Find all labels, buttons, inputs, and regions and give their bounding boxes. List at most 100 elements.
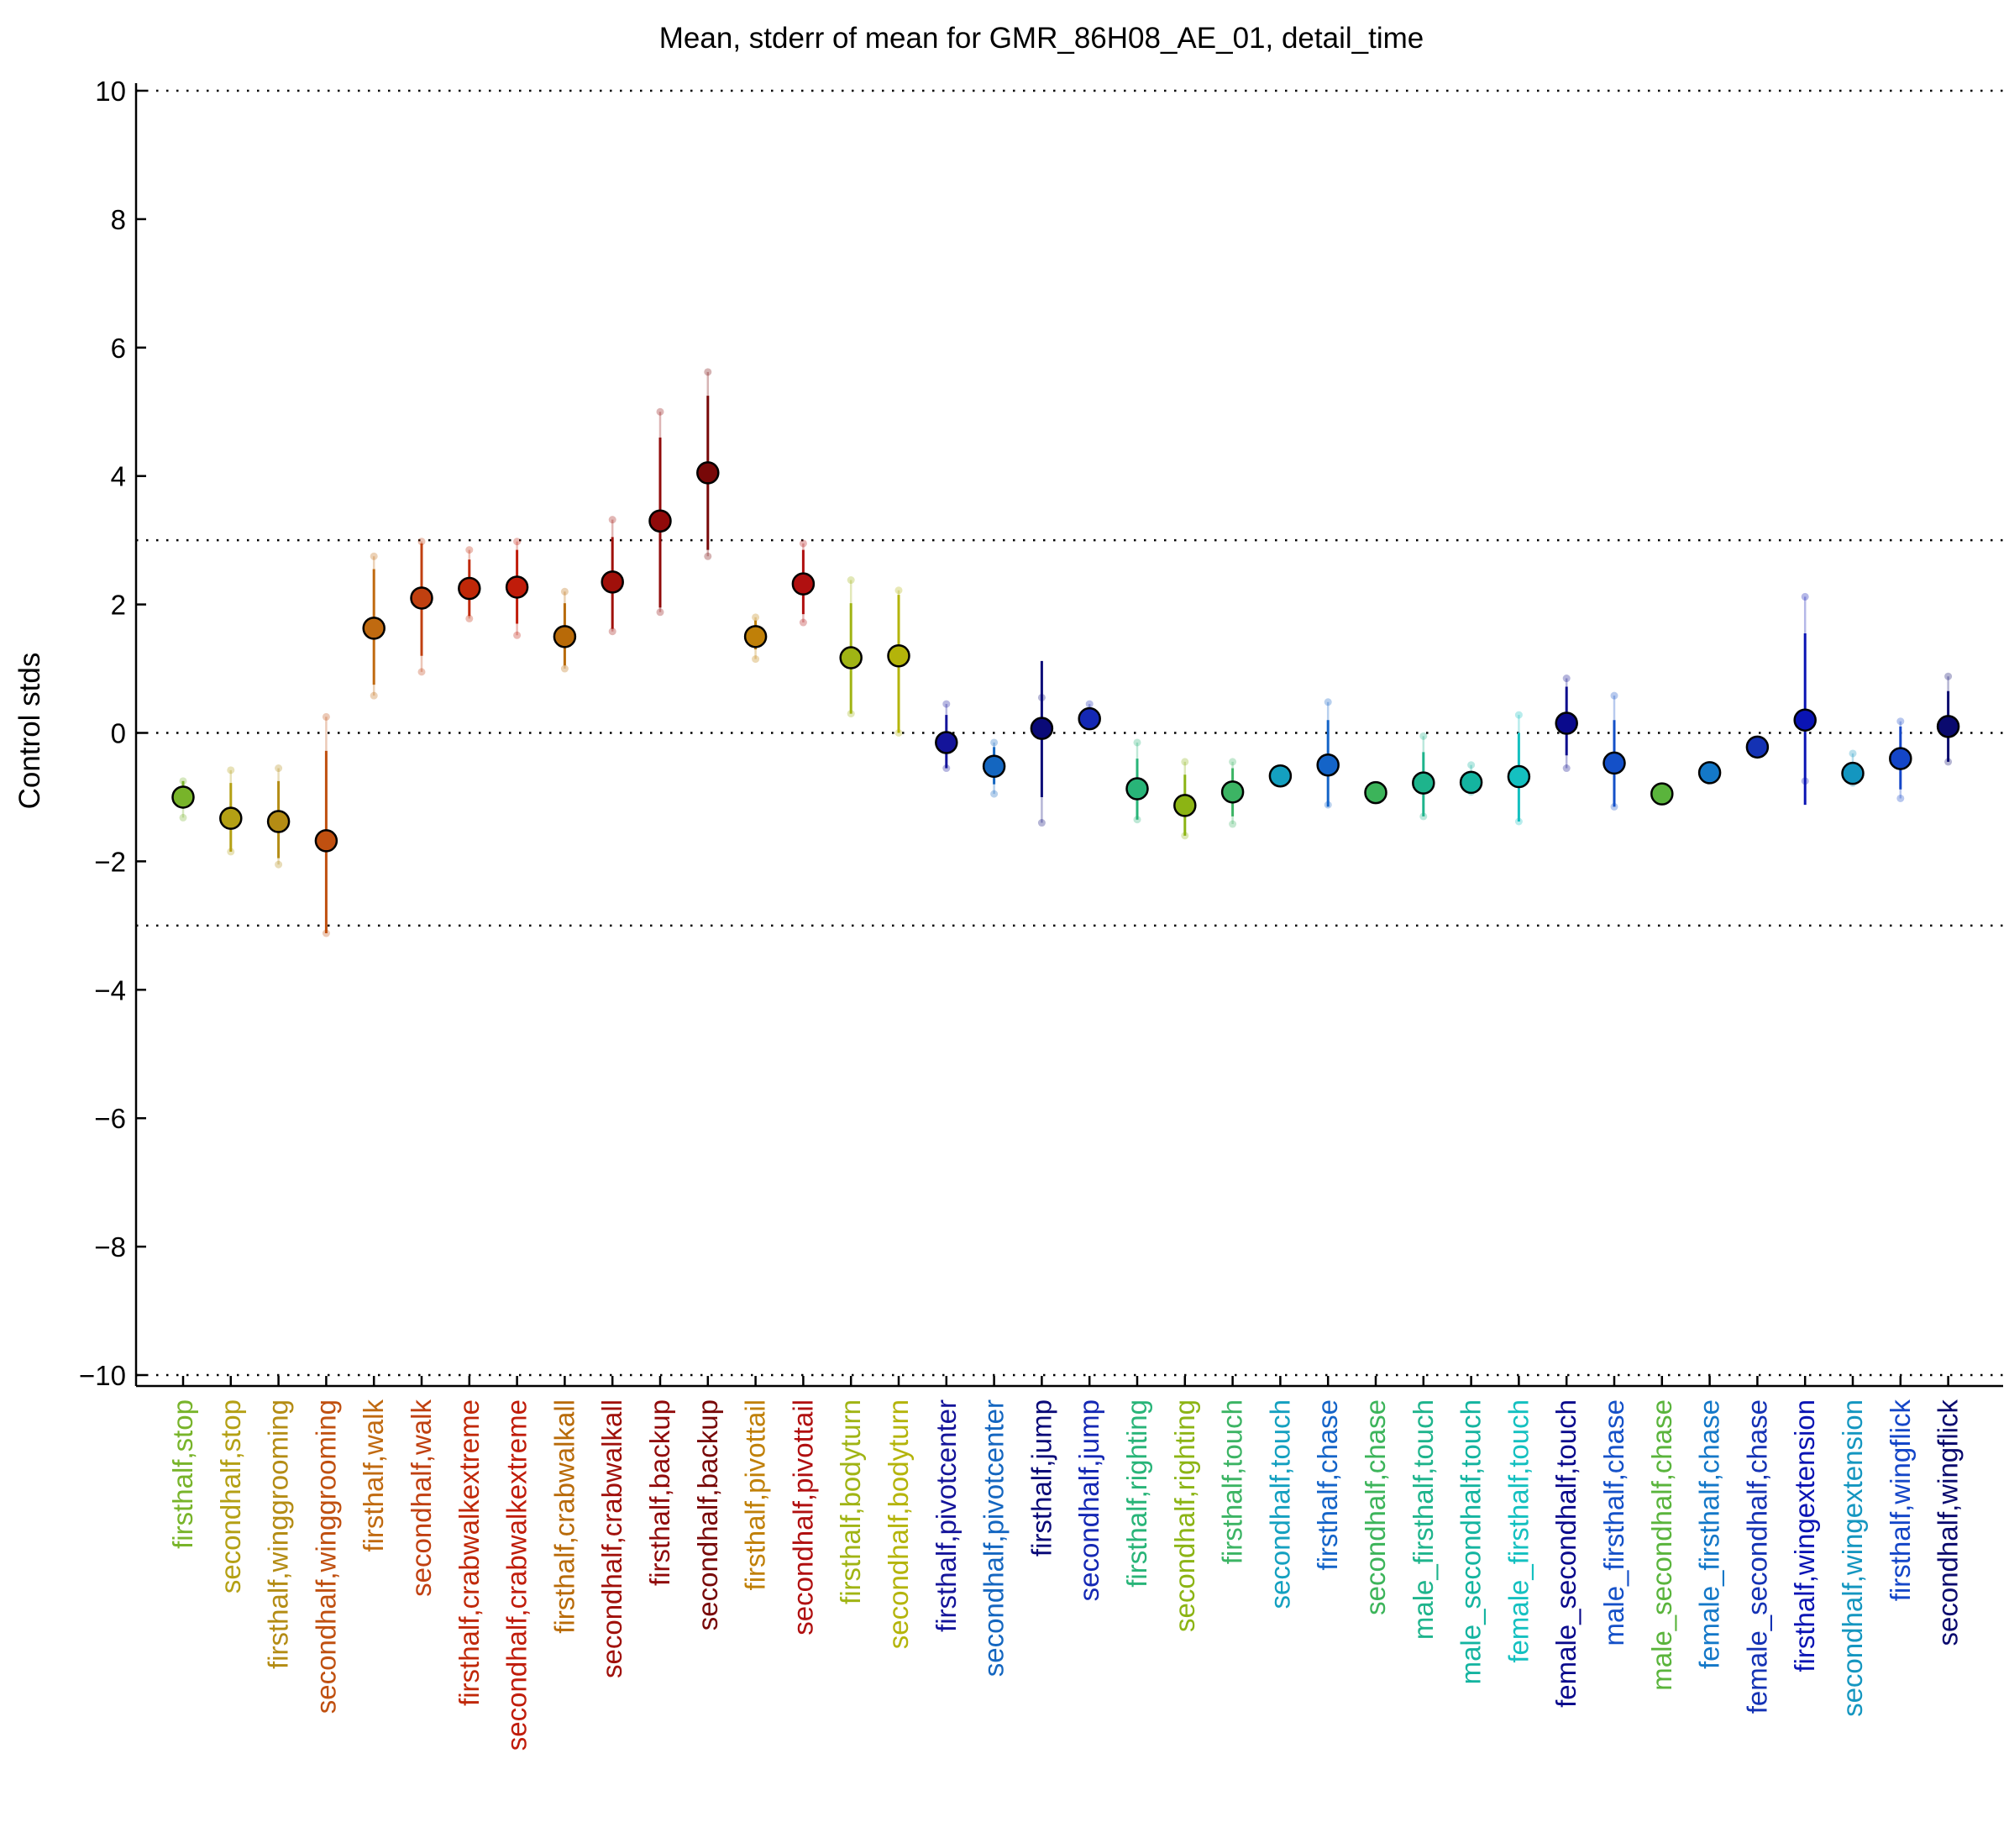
category-label: secondhalf,bodyturn bbox=[883, 1399, 914, 1649]
range-marker bbox=[752, 655, 760, 664]
x-axis-ticks bbox=[181, 1376, 1949, 1386]
range-marker bbox=[1085, 700, 1094, 708]
y-tick-label: 0 bbox=[111, 718, 126, 749]
mean-point bbox=[601, 570, 624, 594]
category-label: secondhalf,crabwalkextreme bbox=[501, 1399, 532, 1751]
mean-point bbox=[648, 509, 672, 533]
category-label: firsthalf,walk bbox=[358, 1399, 389, 1552]
mean-point bbox=[171, 785, 195, 809]
y-tick-label: −2 bbox=[94, 846, 126, 877]
category-label: secondhalf,righting bbox=[1169, 1399, 1200, 1632]
mean-point bbox=[1078, 706, 1101, 731]
category-label: secondhalf,chase bbox=[1360, 1399, 1391, 1615]
category-label: secondhalf,pivottail bbox=[787, 1399, 818, 1635]
y-tick-label: 8 bbox=[111, 204, 126, 235]
range-marker bbox=[894, 586, 903, 595]
range-marker bbox=[370, 691, 378, 700]
y-axis-label: Control stds bbox=[13, 653, 46, 810]
range-marker bbox=[417, 668, 426, 676]
category-label: female_firsthalf,chase bbox=[1694, 1399, 1725, 1669]
mean-point bbox=[1459, 770, 1483, 795]
range-marker bbox=[275, 860, 283, 869]
category-label: firsthalf,wingflick bbox=[1885, 1399, 1916, 1602]
category-label: male_secondhalf,chase bbox=[1646, 1399, 1677, 1691]
mean-point bbox=[1793, 708, 1817, 732]
category-label: firsthalf,winggrooming bbox=[263, 1399, 294, 1669]
range-marker bbox=[322, 712, 330, 721]
mean-point bbox=[935, 731, 958, 754]
range-marker bbox=[704, 368, 712, 376]
category-label: secondhalf,wingflick bbox=[1933, 1399, 1964, 1646]
category-label: secondhalf,jump bbox=[1073, 1399, 1104, 1601]
category-label: firsthalf,stop bbox=[167, 1399, 198, 1549]
range-marker bbox=[1324, 698, 1332, 706]
category-label: female_secondhalf,touch bbox=[1550, 1399, 1581, 1708]
y-tick-label: 2 bbox=[111, 590, 126, 621]
category-labels: firsthalf,stop secondhalf,stop firsthalf,w… bbox=[167, 1399, 1964, 1751]
range-marker bbox=[1181, 758, 1189, 766]
range-marker bbox=[608, 627, 616, 636]
category-label: secondhalf,winggrooming bbox=[310, 1399, 341, 1714]
mean-point bbox=[219, 806, 243, 830]
mean-point bbox=[1936, 715, 1960, 738]
mean-point bbox=[1220, 780, 1245, 804]
range-marker bbox=[1037, 819, 1046, 827]
y-tick-label: 10 bbox=[95, 76, 126, 107]
range-marker bbox=[1896, 794, 1905, 802]
range-marker bbox=[704, 552, 712, 560]
range-marker bbox=[990, 738, 999, 747]
mean-point bbox=[1555, 711, 1578, 735]
range-marker bbox=[1419, 732, 1428, 740]
mean-point bbox=[1745, 735, 1770, 759]
category-label: secondhalf,stop bbox=[215, 1399, 246, 1593]
plot-area: −10 −8 −6 −4 −2 0 2 4 6 8 10 firsthalf,stop secondh… bbox=[79, 76, 2003, 1751]
range-marker bbox=[560, 587, 569, 596]
y-tick-label: 4 bbox=[111, 461, 126, 492]
range-marker bbox=[799, 539, 807, 548]
range-marker bbox=[1562, 764, 1571, 773]
y-tick-label: 6 bbox=[111, 333, 126, 364]
range-marker bbox=[179, 813, 187, 822]
mean-point bbox=[1697, 761, 1722, 785]
range-marker bbox=[227, 766, 235, 774]
mean-point bbox=[410, 586, 433, 610]
range-marker bbox=[560, 664, 569, 673]
range-marker bbox=[513, 631, 522, 639]
mean-point bbox=[1030, 717, 1054, 740]
y-tick-label: −10 bbox=[79, 1360, 126, 1391]
category-label: firsthalf,chase bbox=[1312, 1399, 1343, 1571]
range-marker bbox=[752, 613, 760, 622]
category-label: secondhalf,wingextension bbox=[1837, 1399, 1868, 1717]
range-marker bbox=[1467, 761, 1476, 769]
range-marker bbox=[1896, 717, 1905, 726]
category-label: male_firsthalf,chase bbox=[1598, 1399, 1629, 1646]
range-marker bbox=[1610, 691, 1618, 700]
mean-point bbox=[887, 644, 910, 668]
y-tick-label: −8 bbox=[94, 1231, 126, 1263]
range-marker bbox=[847, 576, 855, 585]
mean-point bbox=[1650, 782, 1674, 806]
mean-point bbox=[266, 810, 291, 833]
range-marker bbox=[799, 618, 807, 627]
category-label: secondhalf,backup bbox=[692, 1399, 723, 1630]
mean-point bbox=[1507, 764, 1531, 789]
range-marker bbox=[513, 538, 522, 546]
y-tick-label: −6 bbox=[94, 1103, 126, 1134]
error-bars bbox=[179, 368, 1953, 937]
category-label: firsthalf,bodyturn bbox=[835, 1399, 866, 1604]
category-label: firsthalf,crabwalkextreme bbox=[454, 1399, 485, 1706]
mean-point bbox=[1125, 777, 1149, 801]
category-label: firsthalf,crabwalkall bbox=[548, 1399, 580, 1634]
mean-point bbox=[791, 572, 816, 596]
category-label: secondhalf,pivotcenter bbox=[978, 1399, 1010, 1677]
range-marker bbox=[1229, 758, 1237, 766]
range-marker bbox=[1514, 711, 1523, 719]
mean-points bbox=[171, 461, 1960, 853]
category-label: firsthalf,jump bbox=[1025, 1399, 1057, 1557]
category-label: secondhalf,crabwalkall bbox=[596, 1399, 627, 1678]
range-marker bbox=[465, 614, 474, 622]
mean-point bbox=[743, 625, 768, 648]
range-marker bbox=[1944, 672, 1953, 680]
category-label: firsthalf,wingextension bbox=[1789, 1399, 1820, 1672]
range-marker bbox=[1801, 592, 1809, 601]
